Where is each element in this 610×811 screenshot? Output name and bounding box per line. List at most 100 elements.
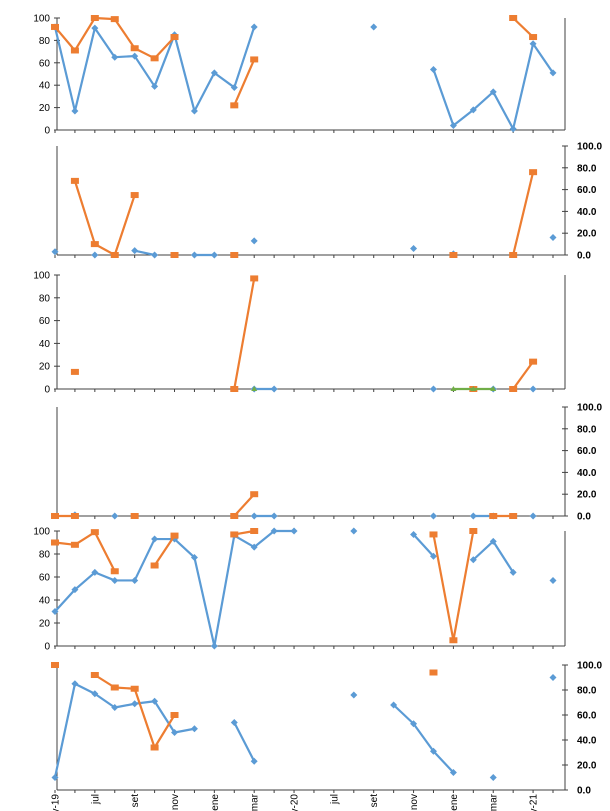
- data-point: [489, 88, 497, 96]
- data-point: [469, 528, 478, 534]
- data-point: [549, 234, 557, 242]
- y-tick-label: 80: [39, 550, 51, 561]
- data-point: [91, 24, 99, 32]
- series-line-segment: [412, 533, 435, 558]
- x-tick-label: jul: [90, 794, 101, 805]
- data-point: [429, 531, 438, 538]
- data-point: [509, 386, 518, 392]
- data-point: [250, 23, 258, 31]
- series-1: [51, 23, 557, 133]
- series-line-segment: [512, 42, 535, 130]
- data-point: [410, 530, 418, 538]
- data-point: [250, 512, 258, 520]
- data-point: [131, 576, 139, 584]
- y-tick-label: 0: [44, 642, 50, 653]
- data-point: [250, 491, 259, 498]
- data-point: [429, 747, 437, 755]
- data-point: [51, 608, 59, 615]
- x-tick-label: jul: [329, 794, 340, 805]
- data-point: [469, 556, 477, 564]
- data-point: [170, 532, 179, 539]
- y-tick-label: 100: [33, 527, 50, 538]
- data-point: [489, 537, 497, 545]
- data-point: [250, 528, 259, 534]
- panel-2: 0.0 20.0 40.0 60.0 80.0 100.0: [51, 142, 602, 262]
- series-2: [51, 662, 438, 751]
- data-point: [509, 15, 518, 21]
- data-point: [429, 552, 437, 560]
- series-2: [51, 528, 478, 644]
- series-line-segment: [73, 571, 96, 591]
- y-tick-label: 100.0: [577, 142, 602, 153]
- data-point: [429, 669, 438, 676]
- data-point: [230, 719, 238, 726]
- data-point: [449, 122, 457, 130]
- series-2: [70, 275, 538, 392]
- data-point: [51, 662, 59, 668]
- data-point: [429, 385, 437, 393]
- data-point: [489, 774, 497, 781]
- chart-panels: 0 20 40 60 80 100 0.0 20.0 40.0 60.0 80.0 100.0 0 20 4…: [33, 14, 602, 797]
- series-line-segment: [452, 529, 475, 642]
- x-tick-label: ene: [449, 794, 460, 811]
- data-point: [150, 744, 159, 751]
- series-line-segment: [153, 534, 176, 567]
- y-tick-label: 60: [39, 573, 51, 584]
- data-point: [529, 385, 537, 393]
- data-point: [71, 107, 79, 115]
- data-point: [151, 82, 159, 90]
- data-point: [170, 712, 179, 718]
- data-point: [70, 47, 79, 54]
- data-point: [290, 527, 298, 535]
- data-point: [131, 52, 139, 60]
- series-line-segment: [233, 58, 256, 107]
- series-line-segment: [73, 26, 96, 113]
- data-point: [70, 177, 79, 184]
- x-tick-label: set: [369, 794, 380, 808]
- series-line-segment: [173, 727, 196, 734]
- data-point: [230, 83, 238, 91]
- series-line-segment: [153, 700, 176, 734]
- y-tick-label: 80.0: [577, 424, 597, 435]
- data-point: [110, 684, 119, 691]
- data-point: [230, 531, 239, 538]
- x-tick-label: ay-20: [290, 794, 301, 811]
- data-point: [230, 252, 239, 258]
- data-point: [549, 69, 557, 77]
- y-tick-label: 100: [33, 271, 50, 282]
- data-point: [51, 513, 59, 519]
- series-line-segment: [492, 540, 515, 574]
- series-line-segment: [113, 18, 136, 50]
- series-line-segment: [213, 534, 236, 648]
- x-tick-label: set: [130, 794, 141, 808]
- data-point: [429, 512, 437, 520]
- series-line-segment: [133, 700, 156, 705]
- y-tick-label: 60.0: [577, 446, 597, 457]
- data-point: [230, 386, 239, 392]
- panel-4: 0.0 20.0 40.0 60.0 80.0 100.0: [51, 403, 602, 523]
- data-point: [110, 252, 119, 258]
- data-point: [250, 237, 258, 245]
- data-point: [150, 55, 159, 62]
- data-point: [151, 697, 159, 705]
- series-line-segment: [93, 571, 116, 582]
- data-point: [529, 40, 537, 48]
- y-tick-label: 40: [39, 81, 51, 92]
- y-tick-label: 40.0: [577, 468, 597, 479]
- series-line-segment: [93, 692, 116, 709]
- data-point: [51, 23, 59, 30]
- series-line-segment: [412, 722, 435, 753]
- data-point: [449, 637, 458, 644]
- series-line-segment: [392, 703, 415, 725]
- data-point: [170, 34, 179, 41]
- series-line-segment: [233, 25, 256, 89]
- x-tick-label: nov: [170, 794, 181, 810]
- y-tick-label: 40: [39, 596, 51, 607]
- data-point: [130, 192, 139, 199]
- series-line-segment: [73, 179, 96, 246]
- series-line-segment: [432, 750, 455, 774]
- series-line-segment: [432, 68, 455, 127]
- y-tick-label: 60.0: [577, 185, 597, 196]
- data-point: [509, 568, 517, 576]
- data-point: [131, 700, 139, 708]
